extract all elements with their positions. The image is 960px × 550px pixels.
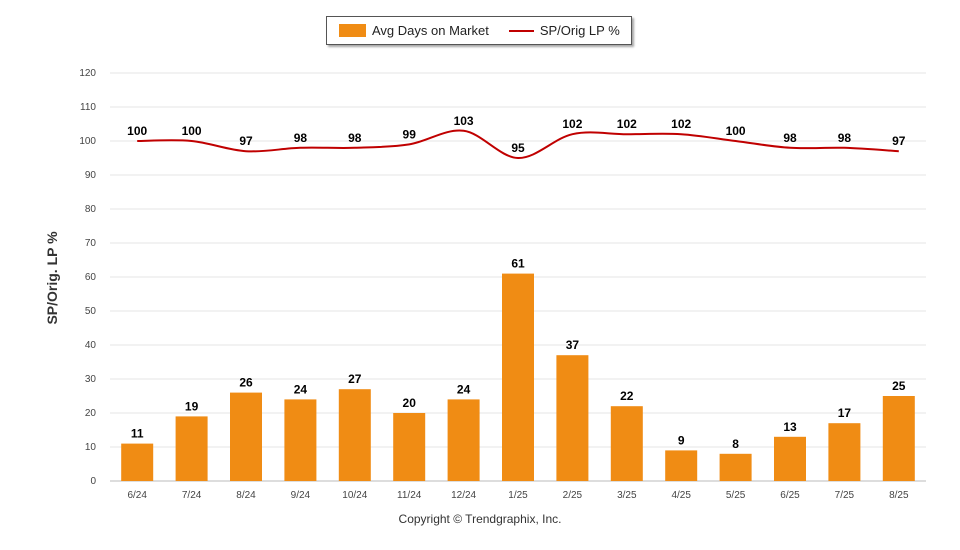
x-tick-label: 1/25: [508, 490, 528, 501]
y-tick-label: 50: [85, 306, 97, 317]
line-value-label: 100: [726, 124, 746, 138]
bar-value-label: 24: [457, 382, 471, 396]
bar-value-label: 24: [294, 382, 308, 396]
y-axis-title: SP/Orig. LP %: [44, 231, 60, 325]
line-value-label: 102: [617, 117, 637, 131]
legend-swatch-bar: [339, 24, 366, 37]
bar: [230, 392, 262, 481]
line-value-label: 103: [454, 114, 474, 128]
y-tick-label: 40: [85, 340, 97, 351]
y-tick-label: 80: [85, 204, 97, 215]
x-tick-label: 10/24: [342, 490, 367, 501]
bar-value-label: 26: [239, 376, 253, 390]
legend-swatch-line: [508, 29, 534, 32]
bar: [284, 399, 317, 481]
bar-value-label: 17: [838, 406, 852, 420]
x-tick-label: 3/25: [617, 490, 637, 501]
bar: [719, 453, 752, 481]
x-tick-label: 8/25: [889, 490, 909, 501]
legend-label-sp-orig-lp: SP/Orig LP %: [539, 23, 620, 38]
chart-legend: Avg Days on Market SP/Orig LP %: [326, 16, 632, 45]
line-value-label: 97: [239, 134, 253, 148]
x-tick-label: 7/25: [835, 490, 855, 501]
y-tick-label: 70: [85, 238, 97, 249]
line-value-label: 98: [294, 131, 308, 145]
bar: [610, 406, 643, 481]
bar: [338, 389, 371, 481]
x-tick-label: 9/24: [291, 490, 311, 501]
bar: [828, 423, 861, 481]
line-value-label: 100: [127, 124, 147, 138]
y-tick-label: 90: [85, 170, 97, 181]
line-series-sp-orig-lp: [137, 129, 899, 160]
line-value-label: 98: [348, 131, 362, 145]
line-value-label: 98: [783, 131, 797, 145]
x-tick-label: 6/24: [127, 490, 147, 501]
x-tick-label: 6/25: [780, 490, 800, 501]
y-tick-label: 30: [85, 374, 97, 385]
bar-value-label: 20: [403, 396, 417, 410]
y-tick-label: 110: [80, 102, 96, 113]
bar-value-label: 9: [678, 433, 685, 447]
bar-value-label: 11: [131, 427, 144, 441]
bar-value-label: 8: [732, 437, 739, 451]
y-tick-label: 20: [85, 408, 97, 419]
bar-value-label: 61: [511, 257, 525, 271]
copyright-text: Copyright © Trendgraphix, Inc.: [398, 512, 562, 526]
bar: [502, 273, 534, 481]
x-tick-label: 4/25: [671, 490, 691, 501]
bar: [882, 396, 915, 481]
y-tick-label: 0: [90, 476, 96, 487]
x-tick-label: 12/24: [451, 490, 476, 501]
legend-item-sp-orig-lp: SP/Orig LP %: [489, 23, 620, 38]
bar-value-label: 22: [620, 389, 634, 403]
bar-value-label: 37: [566, 338, 580, 352]
line-value-label: 102: [562, 117, 582, 131]
bar: [774, 436, 806, 481]
line-value-label: 102: [671, 117, 691, 131]
y-tick-label: 100: [79, 136, 96, 147]
y-tick-label: 10: [85, 442, 97, 453]
line-value-label: 100: [182, 124, 202, 138]
bar: [447, 399, 480, 481]
x-tick-label: 11/24: [397, 490, 422, 501]
bar: [556, 355, 589, 481]
bar: [393, 413, 426, 481]
legend-item-days-on-market: Avg Days on Market: [327, 23, 489, 38]
bar: [121, 443, 154, 481]
bar-value-label: 27: [348, 372, 362, 386]
line-value-label: 95: [511, 141, 525, 155]
x-tick-label: 5/25: [726, 490, 746, 501]
line-value-label: 97: [892, 134, 906, 148]
bar-value-label: 19: [185, 399, 199, 413]
line-value-label: 98: [838, 131, 852, 145]
y-tick-label: 60: [85, 272, 97, 283]
x-tick-label: 8/24: [236, 490, 256, 501]
x-tick-label: 7/24: [182, 490, 202, 501]
legend-label-days-on-market: Avg Days on Market: [372, 23, 489, 38]
y-tick-label: 120: [79, 68, 96, 79]
x-tick-label: 2/25: [563, 490, 583, 501]
line-value-label: 99: [403, 127, 417, 141]
bar: [665, 450, 698, 481]
bar-value-label: 25: [892, 379, 906, 393]
bar: [175, 416, 208, 481]
bar-value-label: 13: [783, 420, 797, 434]
